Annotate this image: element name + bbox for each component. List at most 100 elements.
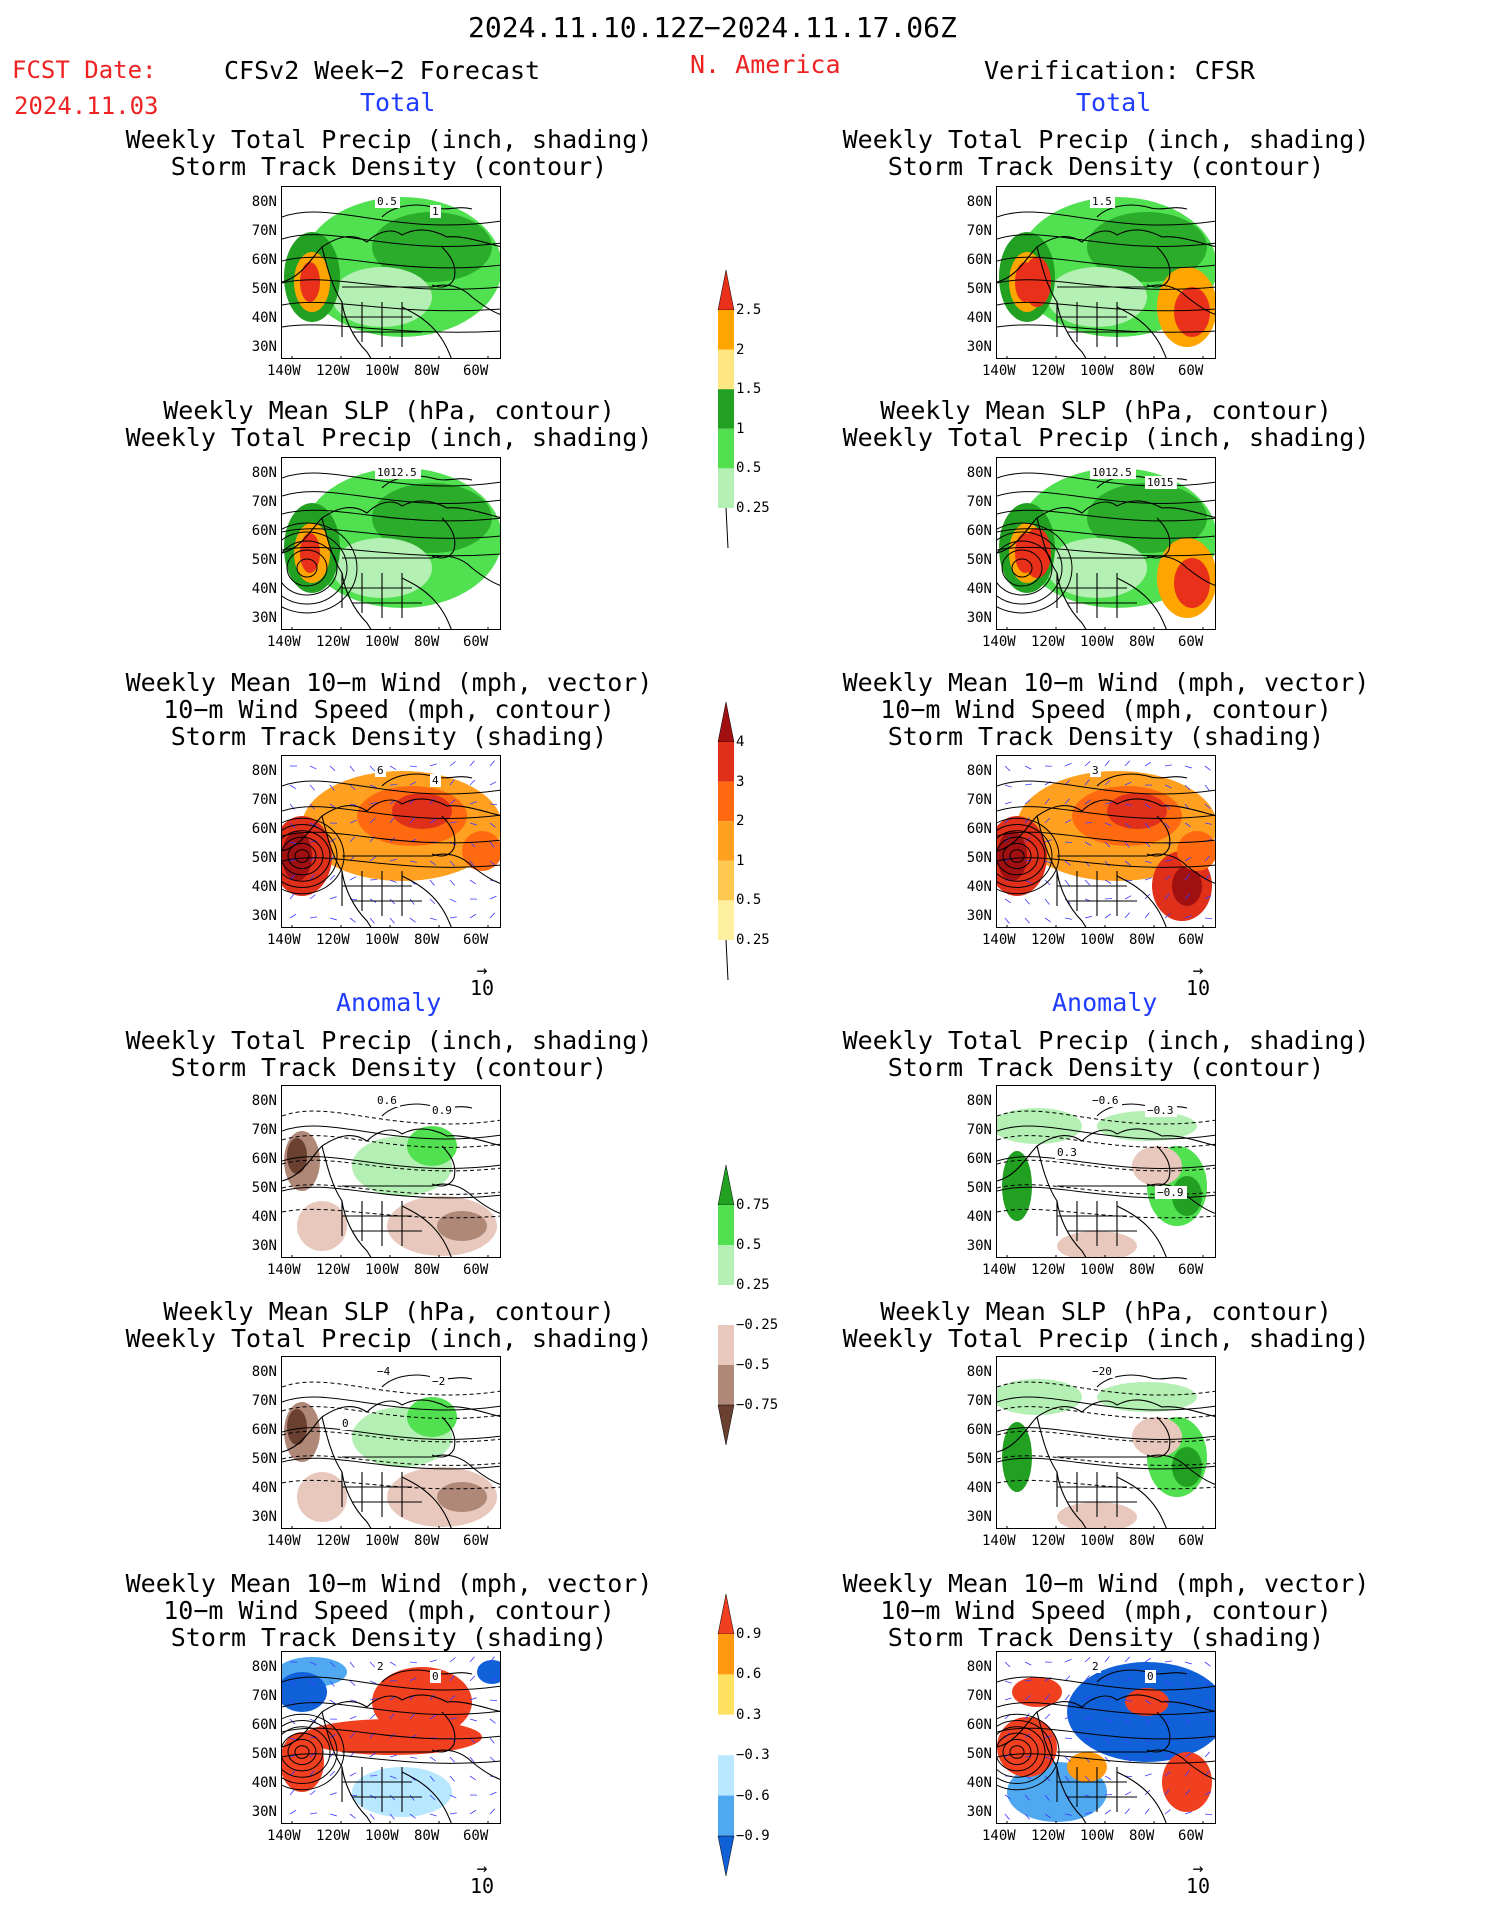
colorbar-label: 0.6 — [736, 1666, 762, 1683]
wind-vector — [449, 1657, 456, 1663]
wind-vector — [409, 781, 417, 786]
latitude-label: 50N — [966, 552, 992, 568]
contour-label-bg — [375, 466, 421, 479]
latitude-label: 50N — [966, 281, 992, 297]
contour-label: 1012.5 — [377, 466, 417, 479]
panel-title-line: Weekly Mean SLP (hPa, contour) — [163, 1297, 615, 1326]
wind-vector — [1144, 912, 1150, 919]
wind-vector — [1104, 1675, 1111, 1682]
wind-vector — [329, 784, 335, 791]
precip-heavy — [300, 262, 320, 302]
coastline — [1057, 885, 1137, 902]
wind-vector — [1204, 765, 1211, 771]
wind-vector — [1024, 783, 1032, 786]
wind-vector — [1064, 1715, 1072, 1720]
latitude-label: 50N — [251, 1746, 277, 1762]
wind-vector — [449, 860, 455, 867]
panel-title-line: Weekly Mean 10−m Wind (mph, vector) — [125, 1569, 653, 1598]
wind-vector — [1184, 893, 1191, 900]
contour-label: 0.9 — [432, 1104, 452, 1117]
precip-anomaly — [287, 1138, 307, 1174]
contour-ring — [282, 1726, 331, 1778]
panel-title-line: Storm Track Density (shading) — [170, 1623, 608, 1652]
vector-reference-value: 10 — [1185, 1874, 1211, 1898]
precip-anomaly — [1132, 1417, 1182, 1457]
wind-vector — [489, 822, 496, 828]
colorbar-segment — [718, 1714, 734, 1756]
longitude-label: 80W — [1129, 363, 1155, 379]
wind-vector — [449, 1675, 455, 1682]
coastline — [401, 306, 452, 358]
latitude-label: 80N — [966, 1364, 992, 1380]
wind-vector — [1124, 841, 1130, 848]
arrow-right-icon: → — [476, 960, 488, 981]
contour-line — [282, 1676, 500, 1691]
coastline — [401, 1771, 452, 1823]
vector-reference-vf-total: → 10 — [1178, 962, 1218, 1001]
contour-line — [282, 1702, 500, 1715]
colorbar-segment — [717, 1404, 735, 1445]
wind-vector — [489, 1737, 495, 1744]
precip-area — [332, 267, 432, 327]
panel-title-line: Weekly Total Precip (inch, shading) — [125, 125, 653, 154]
wind-vector — [1084, 1718, 1093, 1720]
panel-title-line: 10−m Wind Speed (mph, contour) — [880, 1596, 1332, 1625]
contour-label: −0.9 — [1157, 1186, 1184, 1199]
wind-vector — [1104, 1775, 1112, 1780]
wind-vector — [1104, 913, 1111, 919]
wind-vector — [1144, 761, 1152, 767]
contour-line — [282, 1381, 500, 1396]
colorbar-segment — [718, 468, 734, 508]
wind-vector — [469, 879, 477, 885]
contour-ring — [997, 836, 1039, 876]
wind-vector — [489, 1699, 498, 1702]
wind-vector — [449, 1794, 457, 1799]
wind-vector — [429, 1794, 436, 1801]
storm-density — [1172, 866, 1202, 906]
colorbar-label: 1 — [736, 852, 745, 869]
wind-vector — [1184, 874, 1190, 881]
colorbar-segment — [718, 742, 734, 782]
panel-title: Weekly Mean SLP (hPa, contour) Weekly Tot… — [826, 397, 1386, 451]
longitude-label: 140W — [267, 634, 301, 650]
wind-vector — [1204, 1813, 1212, 1816]
longitude-label: 120W — [1031, 1262, 1065, 1278]
contour-line — [997, 1396, 1215, 1411]
coastline — [431, 853, 500, 884]
coastline — [1056, 871, 1118, 916]
wind-vector — [449, 821, 457, 824]
wind-vector — [1204, 784, 1210, 791]
wind-vector — [1084, 1737, 1092, 1742]
wind-vector — [289, 841, 297, 845]
contour-ring — [997, 1726, 1046, 1778]
panel-title: Weekly Mean SLP (hPa, contour) Weekly Tot… — [826, 1298, 1386, 1352]
wind-vector — [1204, 1699, 1211, 1705]
coastline — [282, 1128, 500, 1182]
wind-vector — [469, 1675, 476, 1682]
contour-label-bg — [430, 774, 441, 787]
longitude-label: 100W — [1080, 1828, 1114, 1844]
map-plot: 3 — [997, 756, 1215, 927]
panel-title-line: Weekly Mean SLP (hPa, contour) — [880, 396, 1332, 425]
wind-vector — [289, 1737, 297, 1741]
precip-area — [372, 212, 492, 282]
coastline — [1146, 284, 1215, 315]
wind-vector — [1144, 822, 1150, 829]
verification-map-total-precip: 1.5 — [996, 186, 1216, 359]
coastline — [342, 1486, 422, 1503]
map-plot: −20 — [997, 1357, 1215, 1528]
contour-line — [997, 256, 1215, 269]
latitude-label: 70N — [966, 494, 992, 510]
coastline — [341, 302, 403, 347]
latitude-label: 60N — [966, 821, 992, 837]
contour-line — [997, 1156, 1215, 1169]
wind-vector — [1144, 1718, 1150, 1725]
wind-vector — [449, 779, 455, 786]
wind-vector — [329, 1680, 335, 1687]
latitude-label: 80N — [251, 1364, 277, 1380]
longitude-label: 140W — [982, 1262, 1016, 1278]
precip-heavy — [1023, 528, 1051, 578]
panel-title: Weekly Total Precip (inch, shading) Storm… — [826, 126, 1386, 180]
contour-label: 0.3 — [1057, 1146, 1077, 1159]
wind-vector — [389, 1661, 397, 1666]
